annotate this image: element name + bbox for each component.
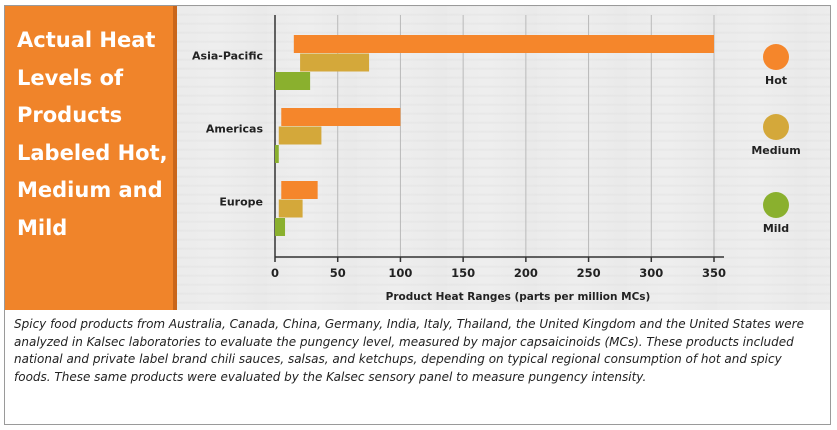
x-tick-label: 0 [271, 266, 279, 280]
x-ticks: 0 50 100 150 200 250 300 350 [271, 257, 726, 280]
x-tick-label: 200 [514, 266, 538, 280]
bar-mild [275, 145, 279, 163]
title-panel: Actual Heat Levels of Products Labeled H… [5, 6, 177, 310]
x-tick-label: 50 [330, 266, 346, 280]
legend-label: Hot [765, 74, 787, 87]
legend-swatch-medium [763, 114, 789, 140]
legend-swatch-mild [763, 192, 789, 218]
category-label: Europe [219, 195, 263, 208]
bar-hot [293, 35, 714, 53]
category-label: Asia-Pacific [192, 49, 263, 62]
bar-mild [275, 218, 286, 236]
heat-range-chart: Asia-Pacific Americas Europe 0 50 100 150 200 2… [192, 15, 801, 303]
bar-medium [278, 126, 322, 145]
x-axis-label: Product Heat Ranges (parts per million M… [386, 291, 651, 303]
x-tick-label: 350 [702, 266, 726, 280]
legend-swatch-hot [763, 44, 789, 70]
bar-mild [275, 72, 311, 90]
bar-medium [278, 199, 303, 218]
x-tick-label: 150 [451, 266, 475, 280]
x-tick-label: 250 [577, 266, 601, 280]
bar-medium [300, 53, 370, 72]
gridlines [274, 15, 724, 258]
bar-hot [281, 181, 318, 199]
legend: Hot Medium Mild [751, 44, 801, 235]
caption-text: Spicy food products from Australia, Cana… [14, 317, 804, 384]
bar-group [275, 35, 714, 236]
chart-title: Actual Heat Levels of Products Labeled H… [17, 28, 168, 240]
x-tick-label: 100 [388, 266, 412, 280]
x-tick-label: 300 [639, 266, 663, 280]
bar-hot [281, 108, 401, 126]
legend-label: Mild [763, 222, 789, 235]
category-labels: Asia-Pacific Americas Europe [192, 49, 263, 208]
plot-background [177, 6, 830, 310]
legend-label: Medium [751, 144, 800, 157]
category-label: Americas [206, 122, 264, 135]
